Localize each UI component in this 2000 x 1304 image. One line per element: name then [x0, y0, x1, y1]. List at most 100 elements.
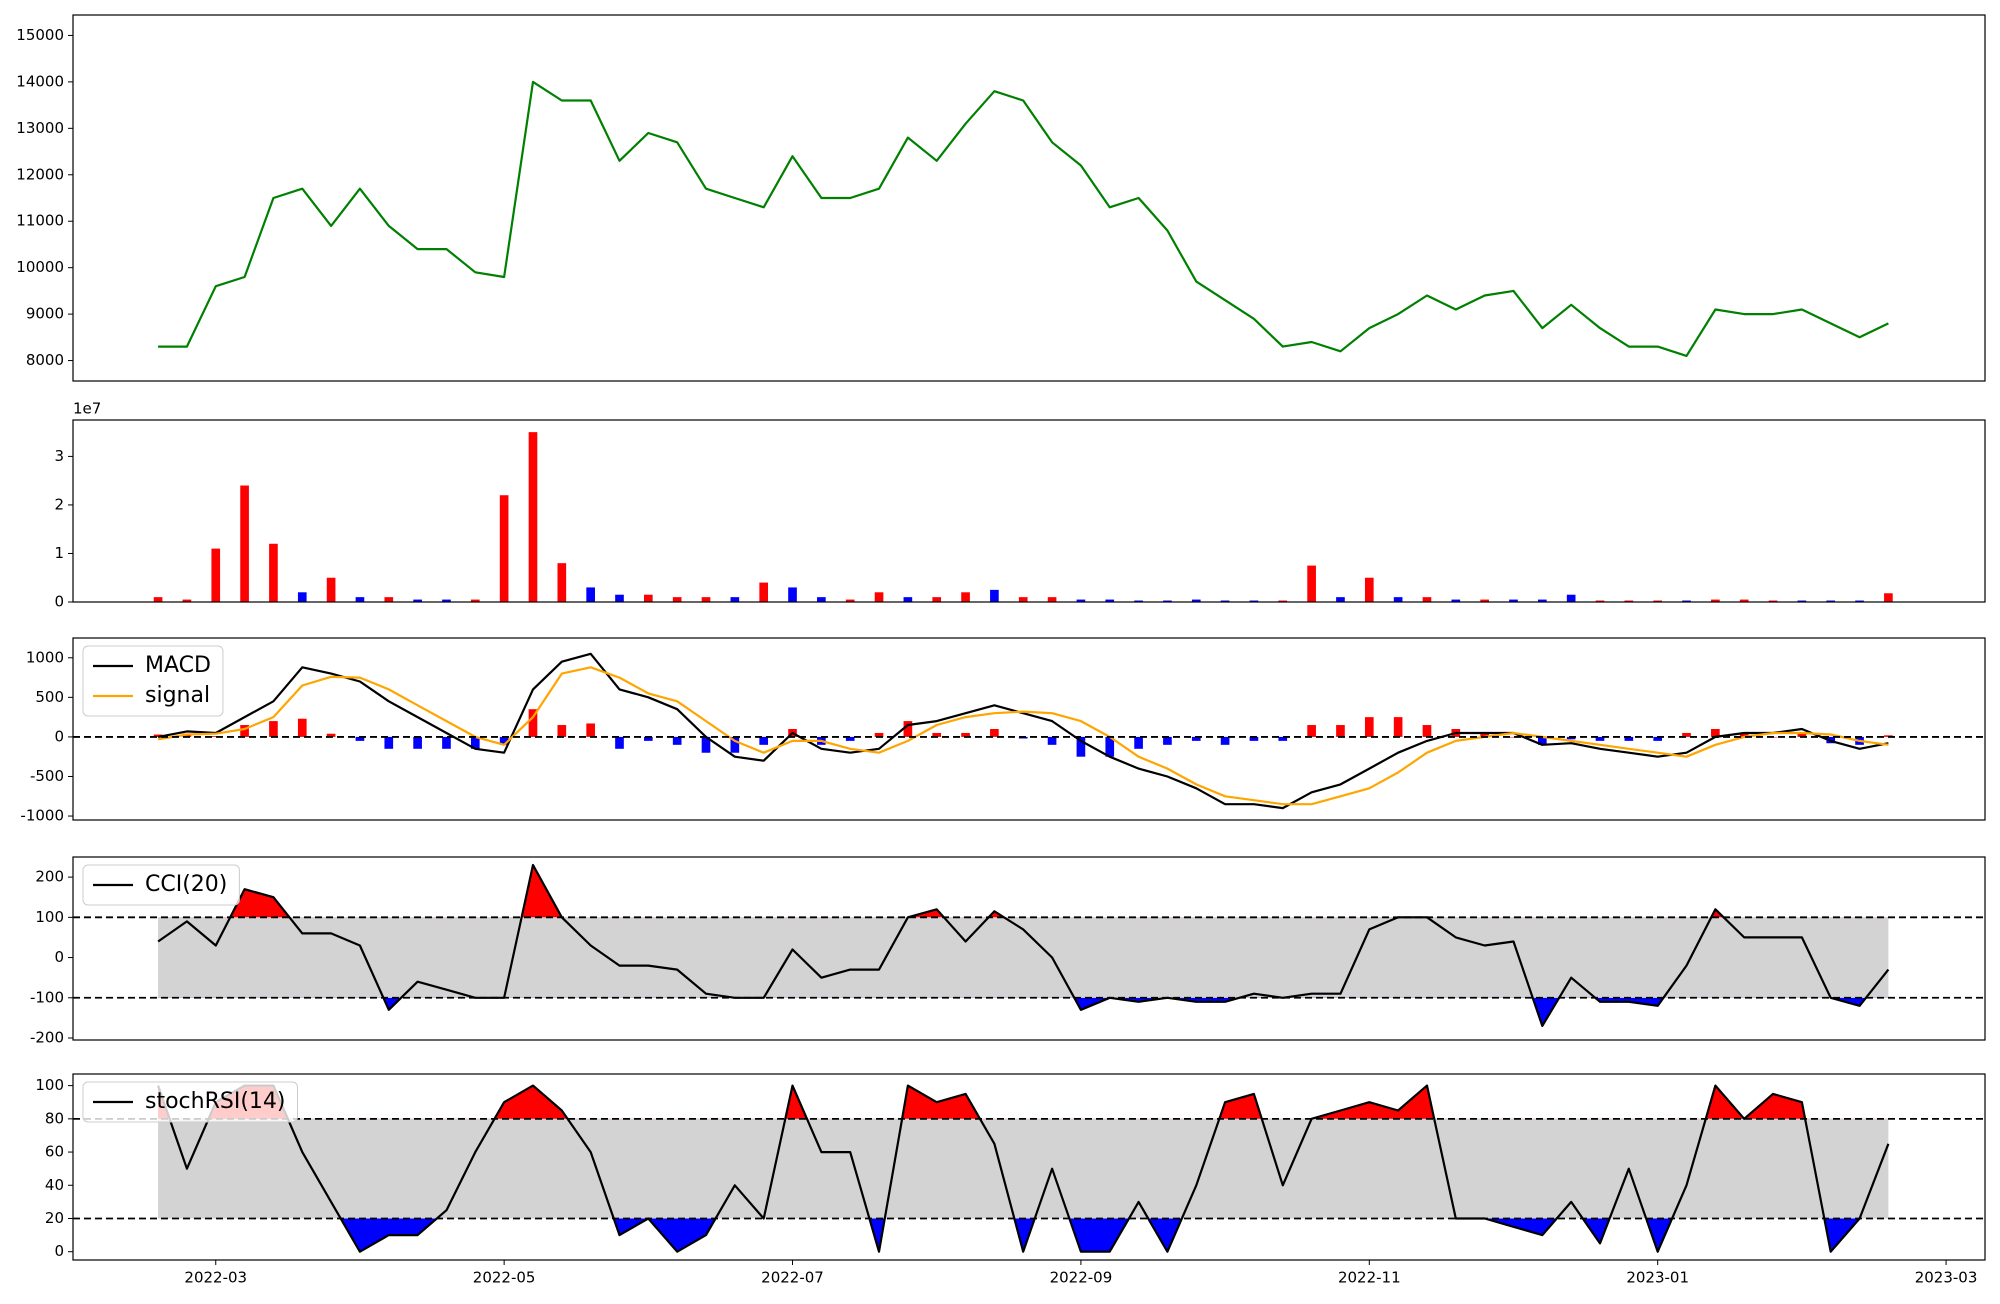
bar	[759, 582, 769, 602]
y-tick-label: 20	[45, 1209, 64, 1227]
bar	[1018, 597, 1028, 602]
legend-label: MACD	[145, 653, 211, 678]
y-tick-label: 12000	[16, 165, 64, 183]
overbought-fill	[230, 865, 1724, 918]
bar	[1595, 600, 1605, 602]
legend-label: CCI(20)	[145, 872, 227, 897]
y-tick-label: 9000	[26, 305, 64, 323]
panel: -200 -100 0 100 200 CCI(20)	[30, 856, 1986, 1046]
bar	[1393, 597, 1403, 602]
plot-area	[157, 1084, 1890, 1253]
y-tick-label: 200	[35, 868, 64, 886]
bar	[990, 589, 999, 602]
bar	[240, 485, 249, 602]
bar	[1364, 577, 1374, 602]
bar	[1538, 599, 1547, 602]
bar	[1624, 736, 1634, 741]
bar	[1336, 725, 1345, 737]
y-tick-label: 13000	[16, 119, 64, 137]
bar	[326, 577, 336, 602]
x-tick-label: 2022-03	[184, 1269, 247, 1287]
bar	[1826, 600, 1836, 602]
bar	[470, 599, 480, 602]
bar	[1480, 599, 1489, 602]
bar	[1595, 736, 1605, 741]
bar	[1480, 732, 1489, 737]
x-tick-label: 2022-05	[473, 1269, 536, 1287]
bar	[1249, 600, 1259, 602]
legend-label: signal	[145, 683, 210, 708]
y-tick-label: 100	[35, 1076, 64, 1094]
bar	[701, 736, 711, 753]
bar	[1566, 594, 1576, 602]
bar	[1393, 717, 1403, 737]
bar	[1711, 729, 1720, 737]
y-tick-label: 0	[54, 593, 64, 611]
bar	[1278, 600, 1288, 602]
bar	[355, 597, 365, 602]
y-tick-label: 15000	[16, 26, 64, 44]
y-tick-label: 80	[45, 1109, 64, 1127]
x-tick-label: 2023-03	[1915, 1269, 1978, 1287]
bar	[1422, 597, 1432, 602]
y-tick-label: 0	[54, 948, 64, 966]
bar	[961, 732, 970, 737]
legend-box	[82, 645, 224, 717]
bar	[326, 733, 336, 737]
bar	[932, 597, 942, 602]
bar	[297, 592, 307, 602]
bar	[788, 587, 797, 602]
bar	[1682, 732, 1691, 737]
bar	[644, 594, 653, 602]
bar	[1739, 599, 1749, 602]
panel: -1000 -500 0 500 1000 MACD signal	[20, 637, 1986, 825]
bar	[817, 597, 826, 602]
bar	[1451, 599, 1461, 602]
bar	[730, 597, 740, 602]
bar	[586, 587, 595, 602]
bar	[1797, 732, 1807, 737]
legend-label: stochRSI(14)	[145, 1089, 286, 1114]
bar	[269, 721, 278, 737]
bar	[1797, 600, 1807, 602]
x-tick-label: 2022-07	[761, 1269, 824, 1287]
bar	[1047, 597, 1057, 602]
oversold-fill	[340, 1218, 1860, 1252]
legend-box	[82, 864, 240, 906]
y-tick-label: 1	[54, 544, 64, 562]
bar	[874, 592, 884, 602]
overbought-fill	[158, 1085, 1806, 1119]
bar	[211, 548, 221, 602]
y-tick-label: 2	[54, 495, 64, 513]
neutral-band	[158, 1118, 1889, 1219]
bar	[384, 736, 394, 749]
legend-box	[82, 1081, 298, 1123]
bar	[644, 736, 653, 741]
bar	[1134, 736, 1143, 749]
plot-area	[153, 432, 1893, 602]
bar	[586, 723, 595, 737]
bar	[1163, 600, 1172, 602]
bar	[1134, 600, 1143, 602]
bar	[1047, 736, 1057, 745]
bar	[182, 599, 192, 602]
bar	[759, 736, 769, 745]
bar	[1076, 599, 1086, 602]
bar	[903, 597, 913, 602]
bar	[1163, 736, 1172, 745]
bar	[903, 721, 913, 737]
bar	[1653, 736, 1663, 741]
bar	[1191, 736, 1201, 741]
bar	[1538, 736, 1547, 745]
y-tick-label: 100	[35, 908, 64, 926]
bar	[990, 729, 999, 737]
bar	[413, 599, 422, 602]
bar	[240, 725, 249, 737]
bar	[730, 736, 740, 753]
panel: 8000 9000 10000 11000 12000 13000 14000 15000	[16, 14, 1986, 382]
bar	[615, 594, 624, 602]
bar	[845, 736, 855, 741]
bar	[1249, 736, 1259, 741]
